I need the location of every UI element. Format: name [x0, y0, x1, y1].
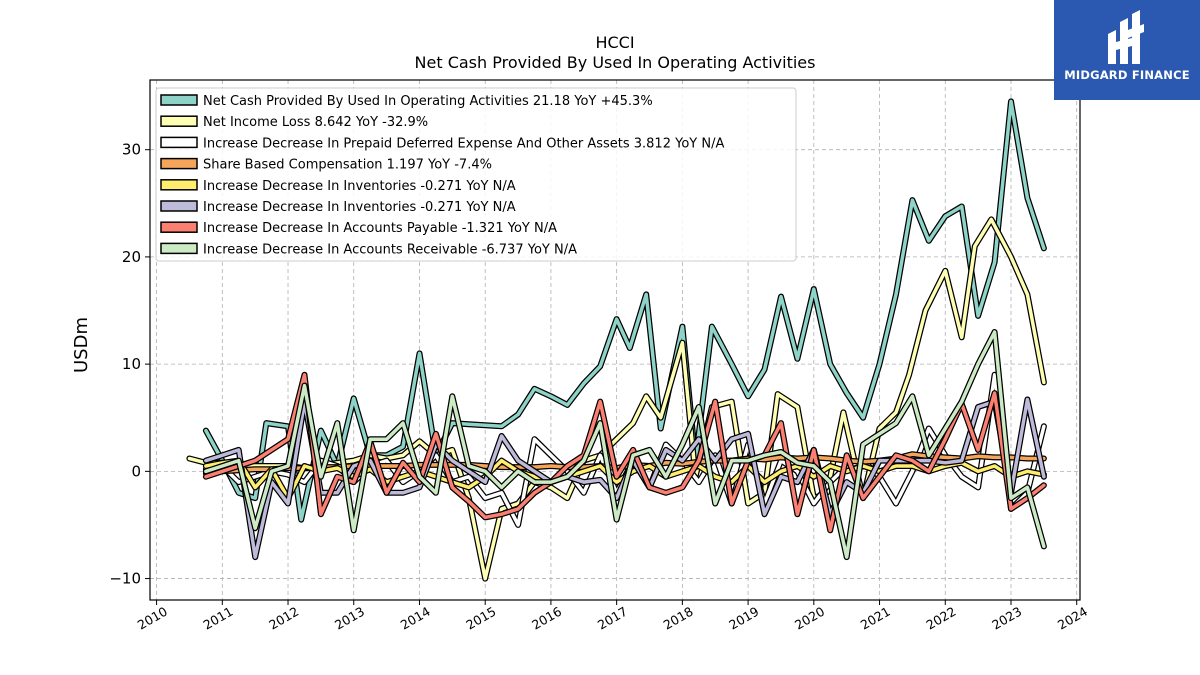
- series-1: [202, 98, 1047, 523]
- x-tick-label: 2020: [792, 604, 827, 633]
- legend-swatch: [160, 242, 198, 255]
- legend-swatch: [160, 115, 198, 127]
- x-tick-label: 2024: [1055, 604, 1090, 633]
- x-tick-label: 2023: [989, 604, 1024, 633]
- legend-swatch: [160, 94, 198, 106]
- y-axis: −10 0 10 20 30: [109, 141, 150, 588]
- plot-frame: [149, 79, 1081, 601]
- legend: Net Cash Provided By Used In Operating A…: [155, 87, 797, 262]
- logo-text: MIDGARD FINANCE: [1064, 68, 1190, 82]
- y-axis-label: USDm: [71, 317, 92, 373]
- midgard-finance-logo: MIDGARD FINANCE: [1054, 0, 1200, 100]
- legend-label: Increase Decrease In Inventories -0.271 …: [203, 179, 516, 194]
- y-tick-label: 0: [131, 462, 141, 480]
- x-tick-label: 2017: [595, 604, 630, 633]
- series-line: [204, 99, 1046, 522]
- legend-label: Share Based Compensation 1.197 YoY -7.4%: [203, 158, 492, 173]
- legend-label: Increase Decrease In Inventories -0.271 …: [203, 200, 516, 215]
- midgard-logo-icon: [1108, 10, 1144, 64]
- y-tick-label: 20: [122, 248, 141, 266]
- series-lines: [186, 98, 1047, 582]
- legend-swatch: [160, 179, 198, 191]
- x-tick-label: 2015: [463, 604, 498, 633]
- series-8: [202, 329, 1047, 561]
- legend-swatch: [160, 221, 198, 233]
- series-line: [204, 330, 1046, 559]
- x-tick-label: 2013: [332, 604, 367, 633]
- legend-label: Increase Decrease In Prepaid Deferred Ex…: [203, 136, 724, 151]
- legend-swatch: [160, 136, 198, 149]
- y-tick-label: 30: [122, 141, 141, 159]
- legend-label: Increase Decrease In Accounts Payable -1…: [203, 221, 557, 236]
- legend-label: Increase Decrease In Accounts Receivable…: [203, 242, 577, 257]
- x-tick-label: 2021: [858, 604, 893, 633]
- x-tick-label: 2010: [135, 604, 170, 633]
- y-tick-label: −10: [109, 570, 141, 588]
- y-tick-label: 10: [122, 355, 141, 373]
- x-tick-label: 2014: [398, 604, 433, 633]
- x-tick-label: 2011: [201, 604, 236, 633]
- legend-label: Net Income Loss 8.642 YoY -32.9%: [203, 115, 428, 130]
- legend-swatch: [160, 157, 198, 170]
- legend-swatch: [160, 200, 198, 212]
- chart-subtitle: Net Cash Provided By Used In Operating A…: [415, 53, 816, 72]
- legend-box: [155, 87, 797, 262]
- chart-title: HCCI: [595, 33, 634, 52]
- x-axis: 2010 2011 2012 2013 2014 2015 2016 2017 2018 2019…: [135, 600, 1090, 633]
- x-tick-label: 2012: [266, 604, 301, 633]
- x-tick-label: 2019: [726, 604, 761, 633]
- x-tick-label: 2018: [661, 604, 696, 633]
- x-tick-label: 2016: [529, 604, 564, 633]
- x-tick-label: 2022: [923, 604, 958, 633]
- legend-label: Net Cash Provided By Used In Operating A…: [203, 94, 653, 109]
